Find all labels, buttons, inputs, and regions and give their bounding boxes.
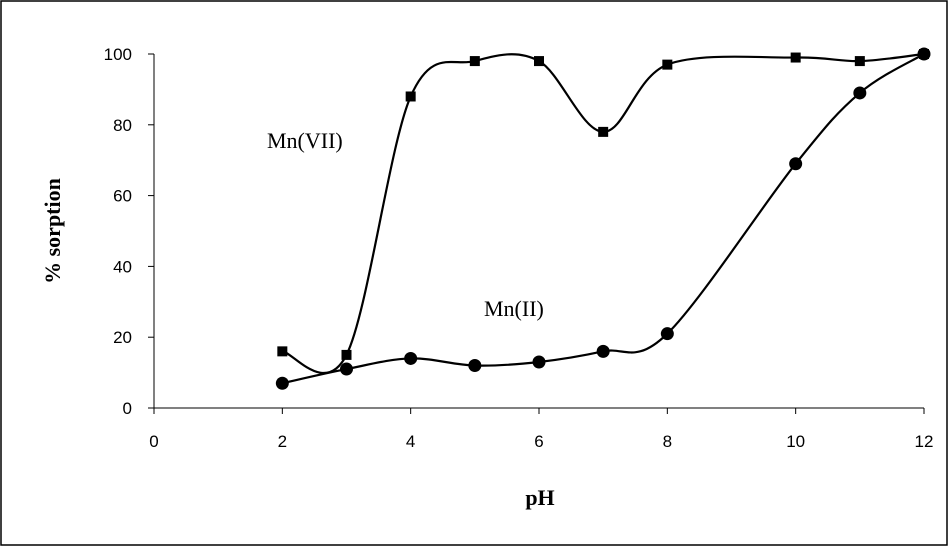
x-tick-label: 10: [786, 432, 805, 451]
data-point-mn2: [660, 327, 674, 341]
series-layer: [275, 47, 931, 390]
y-tick-label: 80: [113, 116, 132, 135]
data-point-mn7: [854, 56, 865, 67]
series-label-mn7: Mn(VII): [267, 128, 343, 153]
y-axis-title: % sorption: [40, 178, 65, 284]
data-point-mn2: [853, 86, 867, 100]
axes: 0 2 4 6 8 10 12 0 20 40 60 80 100: [104, 45, 934, 451]
data-point-mn2: [468, 359, 482, 373]
x-tick-label: 6: [534, 432, 543, 451]
x-tick-label: 8: [663, 432, 672, 451]
y-tick-label: 40: [113, 257, 132, 276]
y-tick-label: 60: [113, 187, 132, 206]
series-label-mn2: Mn(II): [484, 296, 544, 321]
data-point-mn7: [469, 56, 480, 67]
data-point-mn7: [790, 52, 801, 63]
data-point-mn2: [404, 351, 418, 365]
data-point-mn2: [789, 157, 803, 171]
y-tick-label: 100: [104, 45, 132, 64]
x-axis-title: pH: [525, 485, 554, 510]
x-tick-label: 0: [149, 432, 158, 451]
x-tick-label: 4: [406, 432, 415, 451]
x-tick-label: 2: [278, 432, 287, 451]
y-tick-label: 20: [113, 328, 132, 347]
data-point-mn2: [340, 362, 353, 376]
series-line-mn7: [282, 52, 925, 374]
data-point-mn7: [662, 59, 673, 70]
data-point-mn7: [341, 349, 352, 360]
data-point-mn7: [405, 91, 416, 102]
y-tick-label: 0: [123, 399, 132, 418]
data-point-mn2: [275, 376, 289, 390]
data-point-mn7: [277, 346, 288, 357]
data-point-mn7: [534, 56, 544, 67]
data-point-mn2: [917, 47, 931, 61]
data-point-mn7: [598, 126, 609, 137]
x-tick-label: 12: [915, 432, 934, 451]
data-point-mn2: [596, 344, 610, 358]
data-point-mn2: [532, 355, 546, 369]
